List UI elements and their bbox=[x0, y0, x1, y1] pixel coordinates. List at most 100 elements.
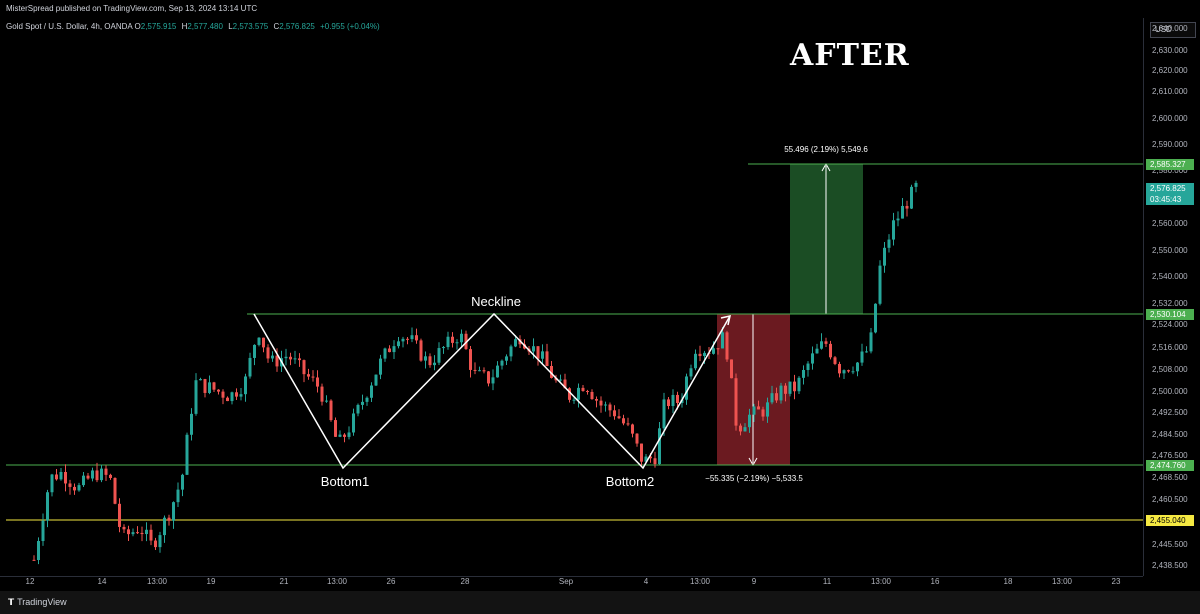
candle-body bbox=[469, 349, 472, 370]
candle-body bbox=[289, 356, 292, 360]
candle-body bbox=[464, 333, 468, 350]
price-tick-label: 2,550.000 bbox=[1152, 246, 1188, 255]
price-tick-label: 2,468.500 bbox=[1152, 473, 1188, 482]
publisher-text: MisterSpread published on TradingView.co… bbox=[6, 4, 258, 13]
price-tick-label: 2,524.000 bbox=[1152, 320, 1188, 329]
symbol-name[interactable]: Gold Spot / U.S. Dollar, 4h, OANDA bbox=[6, 22, 133, 31]
candle-body bbox=[734, 378, 738, 426]
candle-body bbox=[122, 526, 126, 530]
time-tick-label: 14 bbox=[97, 577, 107, 586]
pattern-arrowhead bbox=[720, 315, 731, 326]
candle-body bbox=[212, 382, 216, 390]
candle-body bbox=[640, 443, 643, 462]
candle-body bbox=[64, 471, 67, 484]
currency-selector[interactable]: USD bbox=[1150, 22, 1196, 38]
price-chart[interactable] bbox=[0, 0, 1143, 576]
candle-body bbox=[86, 475, 90, 479]
candle-body bbox=[901, 205, 904, 219]
candle-body bbox=[145, 529, 148, 535]
price-tick-label: 2,484.500 bbox=[1152, 430, 1188, 439]
candle-body bbox=[460, 333, 463, 343]
target-price-tag: 2,585.327 bbox=[1146, 159, 1194, 170]
candle-body bbox=[149, 529, 153, 541]
candle-body bbox=[721, 332, 724, 349]
candle-body bbox=[559, 379, 562, 381]
tradingview-logo[interactable]: 𝗧 TradingView bbox=[8, 597, 67, 608]
candle-body bbox=[131, 532, 135, 535]
candle-body bbox=[541, 351, 544, 359]
candle-body bbox=[82, 475, 85, 486]
countdown-tag: 03:45:43 bbox=[1146, 194, 1194, 205]
candle-body bbox=[910, 186, 913, 209]
candle-body bbox=[874, 303, 877, 333]
candle-body bbox=[442, 347, 445, 349]
measure-down-label: −55.335 (−2.19%) −5,533.5 bbox=[705, 474, 803, 483]
time-tick-label: 13:00 bbox=[870, 577, 892, 586]
candle-body bbox=[239, 394, 243, 397]
candle-body bbox=[617, 416, 621, 419]
candle-body bbox=[577, 387, 580, 400]
candle-body bbox=[388, 348, 391, 353]
candle-body bbox=[613, 410, 616, 417]
candle-body bbox=[676, 394, 679, 403]
candle-body bbox=[262, 337, 265, 348]
candle-body bbox=[437, 348, 441, 363]
high-label: H bbox=[181, 22, 188, 31]
bottom-price-tag: 2,474.760 bbox=[1146, 460, 1194, 471]
time-tick-label: 18 bbox=[1003, 577, 1013, 586]
candle-body bbox=[586, 391, 589, 393]
candle-body bbox=[109, 474, 112, 478]
candle-body bbox=[644, 456, 648, 462]
candle-body bbox=[856, 362, 859, 372]
candle-body bbox=[712, 348, 715, 354]
candle-body bbox=[293, 358, 297, 360]
candle-body bbox=[37, 541, 40, 561]
price-tick-label: 2,492.500 bbox=[1152, 408, 1188, 417]
candle-body bbox=[419, 340, 423, 361]
candle-body bbox=[514, 339, 517, 347]
candle-body bbox=[253, 344, 256, 358]
price-axis[interactable] bbox=[1143, 18, 1200, 576]
candle-body bbox=[491, 377, 495, 384]
candle-body bbox=[487, 371, 490, 384]
candle-body bbox=[374, 374, 378, 386]
time-tick-label: 4 bbox=[643, 577, 649, 586]
double-bottom-pattern[interactable] bbox=[253, 312, 731, 470]
candle-body bbox=[334, 420, 337, 437]
time-tick-label: 13:00 bbox=[689, 577, 711, 586]
candle-body bbox=[455, 342, 459, 344]
candle-body bbox=[104, 468, 108, 475]
candle-body bbox=[185, 434, 189, 475]
candle-body bbox=[532, 346, 535, 352]
candle-body bbox=[815, 348, 819, 354]
candle-body bbox=[158, 535, 162, 548]
candle-body bbox=[127, 529, 130, 535]
candle-body bbox=[325, 400, 328, 402]
candle-body bbox=[797, 377, 801, 392]
candle-body bbox=[757, 406, 760, 410]
candle-body bbox=[307, 374, 310, 377]
price-tick-label: 2,600.000 bbox=[1152, 114, 1188, 123]
candle-body bbox=[716, 348, 720, 350]
candle-body bbox=[316, 377, 319, 387]
candle-body bbox=[604, 404, 607, 406]
candle-body bbox=[842, 370, 846, 374]
candle-body bbox=[563, 379, 567, 389]
tradingview-brand: TradingView bbox=[17, 597, 67, 607]
price-tick-label: 2,640.000 bbox=[1152, 24, 1188, 33]
candle-body bbox=[140, 532, 144, 535]
candle-body bbox=[775, 393, 778, 401]
candle-body bbox=[914, 182, 918, 187]
candle-body bbox=[658, 428, 661, 465]
candle-body bbox=[667, 399, 670, 407]
candle-body bbox=[154, 540, 157, 548]
candle-body bbox=[788, 381, 792, 394]
candle-body bbox=[568, 388, 571, 400]
open-value: 2,575.915 bbox=[140, 22, 177, 31]
candle-body bbox=[410, 335, 414, 340]
price-tick-label: 2,540.000 bbox=[1152, 272, 1188, 281]
candle-body bbox=[446, 336, 450, 348]
candle-body bbox=[793, 381, 796, 392]
time-axis[interactable] bbox=[0, 576, 1143, 591]
candle-body bbox=[356, 404, 360, 414]
